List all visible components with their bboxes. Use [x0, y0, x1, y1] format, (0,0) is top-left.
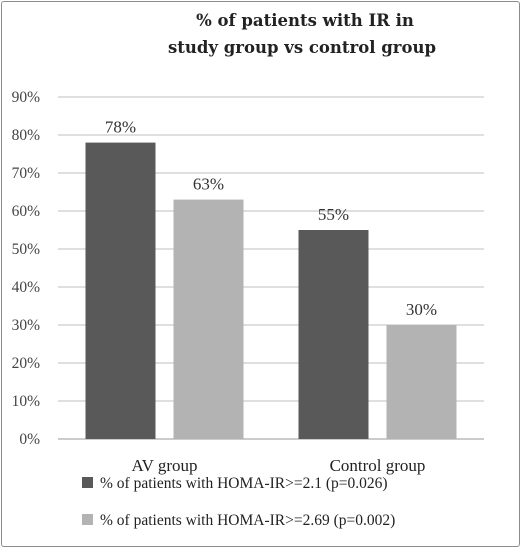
- legend-swatch: [82, 477, 93, 488]
- y-tick-label: 50%: [12, 241, 41, 258]
- bar: [386, 325, 457, 439]
- y-tick-label: 30%: [12, 317, 41, 334]
- y-tick-label: 40%: [12, 279, 41, 296]
- legend-label: % of patients with HOMA-IR>=2.69 (p=0.00…: [100, 512, 395, 529]
- data-label: 30%: [406, 300, 437, 319]
- bar: [85, 142, 156, 439]
- y-tick-label: 20%: [12, 355, 41, 372]
- category-label: Control group: [330, 456, 426, 475]
- y-tick-label: 10%: [12, 393, 41, 410]
- y-tick-label: 60%: [12, 203, 41, 220]
- x-axis-categories: AV group Control group: [132, 456, 426, 475]
- y-tick-label: 90%: [12, 89, 41, 106]
- y-tick-label: 70%: [12, 165, 41, 182]
- bar: [298, 230, 369, 439]
- chart-title-line-1: % of patients with IR in: [196, 11, 414, 30]
- data-label: 78%: [105, 118, 136, 137]
- legend-swatch: [82, 514, 93, 525]
- bars: [85, 142, 457, 439]
- legend-label: % of patients with HOMA-IR>=2.1 (p=0.026…: [100, 475, 388, 492]
- y-tick-label: 80%: [12, 127, 41, 144]
- chart-title-line-2: study group vs control group: [168, 38, 436, 57]
- bar: [173, 199, 244, 439]
- data-label: 63%: [193, 175, 224, 194]
- category-label: AV group: [132, 456, 198, 475]
- y-axis-ticks: 0% 10% 20% 30% 40% 50% 60% 70% 80% 90%: [12, 89, 41, 448]
- data-labels: 78% 63% 55% 30%: [105, 118, 437, 319]
- data-label: 55%: [318, 205, 349, 224]
- legend: % of patients with HOMA-IR>=2.1 (p=0.026…: [82, 475, 395, 529]
- y-tick-label: 0%: [19, 431, 40, 448]
